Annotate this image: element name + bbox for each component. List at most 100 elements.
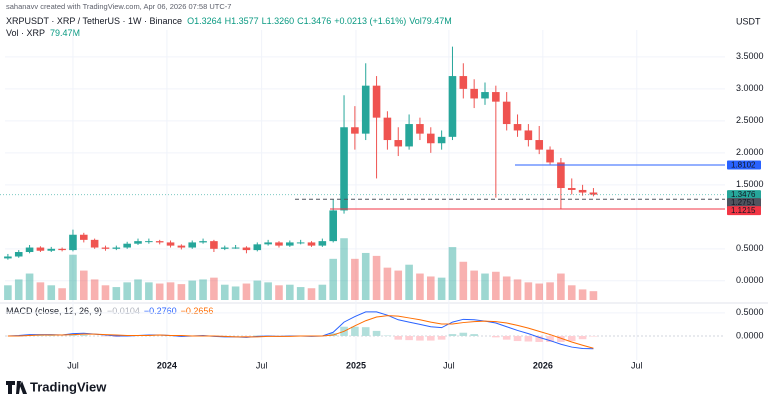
candle-body <box>361 85 370 134</box>
volume-bar <box>47 285 56 300</box>
volume-bar <box>112 287 121 300</box>
candle-body <box>199 241 207 243</box>
macd-histogram <box>470 334 478 336</box>
price-badge <box>727 160 761 170</box>
macd-histogram <box>80 335 88 336</box>
macd-histogram <box>513 335 522 342</box>
volume-bar <box>253 280 262 300</box>
volume-bar <box>134 279 142 300</box>
volume-bar <box>481 273 489 300</box>
volume-bar <box>567 285 576 300</box>
volume-legend: Vol · XRP 79.47M <box>6 28 80 38</box>
volume-bar <box>448 247 457 300</box>
candle-body <box>166 242 175 246</box>
candle-body <box>307 242 316 246</box>
candle-body <box>47 248 56 251</box>
volume-bar <box>177 284 186 300</box>
macd-histogram <box>557 335 565 342</box>
volume-bar <box>58 288 66 300</box>
volume-bar <box>296 287 305 300</box>
volume-bar <box>25 273 34 300</box>
candle-body <box>242 247 251 251</box>
macd-line <box>7 311 594 350</box>
candle-body <box>220 247 229 249</box>
macd-histogram <box>524 335 533 342</box>
volume-bar <box>329 258 337 300</box>
candle-body <box>123 243 131 248</box>
candle-body <box>513 124 522 131</box>
volume-bar <box>546 282 554 300</box>
volume-bar <box>90 279 99 300</box>
candle-body <box>383 117 392 141</box>
volume-bar <box>405 264 413 300</box>
candle-body <box>394 140 403 147</box>
x-tick-label: 2026 <box>533 360 553 370</box>
volume-bar <box>166 282 175 300</box>
candle-body <box>58 248 66 251</box>
macd-histogram <box>69 335 77 336</box>
candle-body <box>188 242 197 248</box>
candle-body <box>481 92 489 99</box>
macd-histogram <box>437 335 446 340</box>
logo: TradingView <box>6 379 107 394</box>
volume-bar <box>340 238 348 300</box>
volume-bar <box>307 288 316 300</box>
price-badge-label: 1.3476 <box>731 190 756 199</box>
macd-label: MACD (close, 12, 26, 9) <box>6 306 102 316</box>
brand: TradingView <box>30 379 107 394</box>
volume-bar <box>372 255 381 300</box>
candle-body <box>145 241 153 243</box>
candle-body <box>557 162 565 189</box>
macd-histogram <box>448 334 457 336</box>
volume-bar <box>383 267 392 300</box>
volume-bar <box>318 284 327 300</box>
macd-histogram <box>351 326 359 336</box>
volume-bar <box>264 282 272 300</box>
y-tick-label: 3.5000 <box>736 51 764 61</box>
volume-bar <box>36 282 45 300</box>
price-badge <box>727 206 761 216</box>
candle-body <box>405 124 413 147</box>
macd-histogram <box>361 327 370 336</box>
x-tick-label: Jul <box>631 360 643 370</box>
volume-bar <box>199 279 207 300</box>
candle-body <box>210 241 218 249</box>
volume-bar <box>145 282 153 300</box>
macd-histogram <box>546 335 554 342</box>
x-tick-label: 2025 <box>346 360 366 370</box>
y-tick-label: 3.0000 <box>736 83 764 93</box>
volume-bar <box>416 273 424 300</box>
volume-bar <box>492 271 500 300</box>
y-tick-label: 2.5000 <box>736 115 764 125</box>
candle-body <box>101 247 110 249</box>
macd-histogram <box>372 330 381 336</box>
volume-bar <box>101 285 110 300</box>
macd-tick-label: 0.0000 <box>736 330 764 340</box>
ohlc: +0.0213 (+1.61%) <box>334 16 406 26</box>
x-tick-label: Jul <box>256 360 268 370</box>
signal-line <box>7 315 594 349</box>
y-tick-label: 2.0000 <box>736 147 764 157</box>
candle-body <box>231 247 240 249</box>
macd-histogram <box>502 335 511 340</box>
macd-histogram <box>394 335 403 340</box>
price-badge <box>727 190 761 200</box>
volume-bar <box>242 283 251 300</box>
volume-bar <box>361 252 370 300</box>
candle-body <box>275 242 283 246</box>
candle-body <box>372 85 381 118</box>
candle-body <box>80 234 88 240</box>
candle-body <box>69 234 77 251</box>
price-badge-label: 1.8102 <box>731 161 756 170</box>
macd-histogram <box>578 335 587 340</box>
volume-bar <box>437 277 446 300</box>
ohlc: L1.3260 <box>262 16 295 26</box>
x-tick-label: Jul <box>67 360 79 370</box>
candle-body <box>416 124 424 134</box>
ohlc: Vol79.47M <box>409 16 452 26</box>
candle-body <box>470 88 478 99</box>
y-tick-label: 0.0000 <box>736 275 764 285</box>
volume-value: 79.47M <box>50 28 80 38</box>
macd-legend: MACD (close, 12, 26, 9) −0.0104 −0.2760 −0.… <box>6 306 213 316</box>
